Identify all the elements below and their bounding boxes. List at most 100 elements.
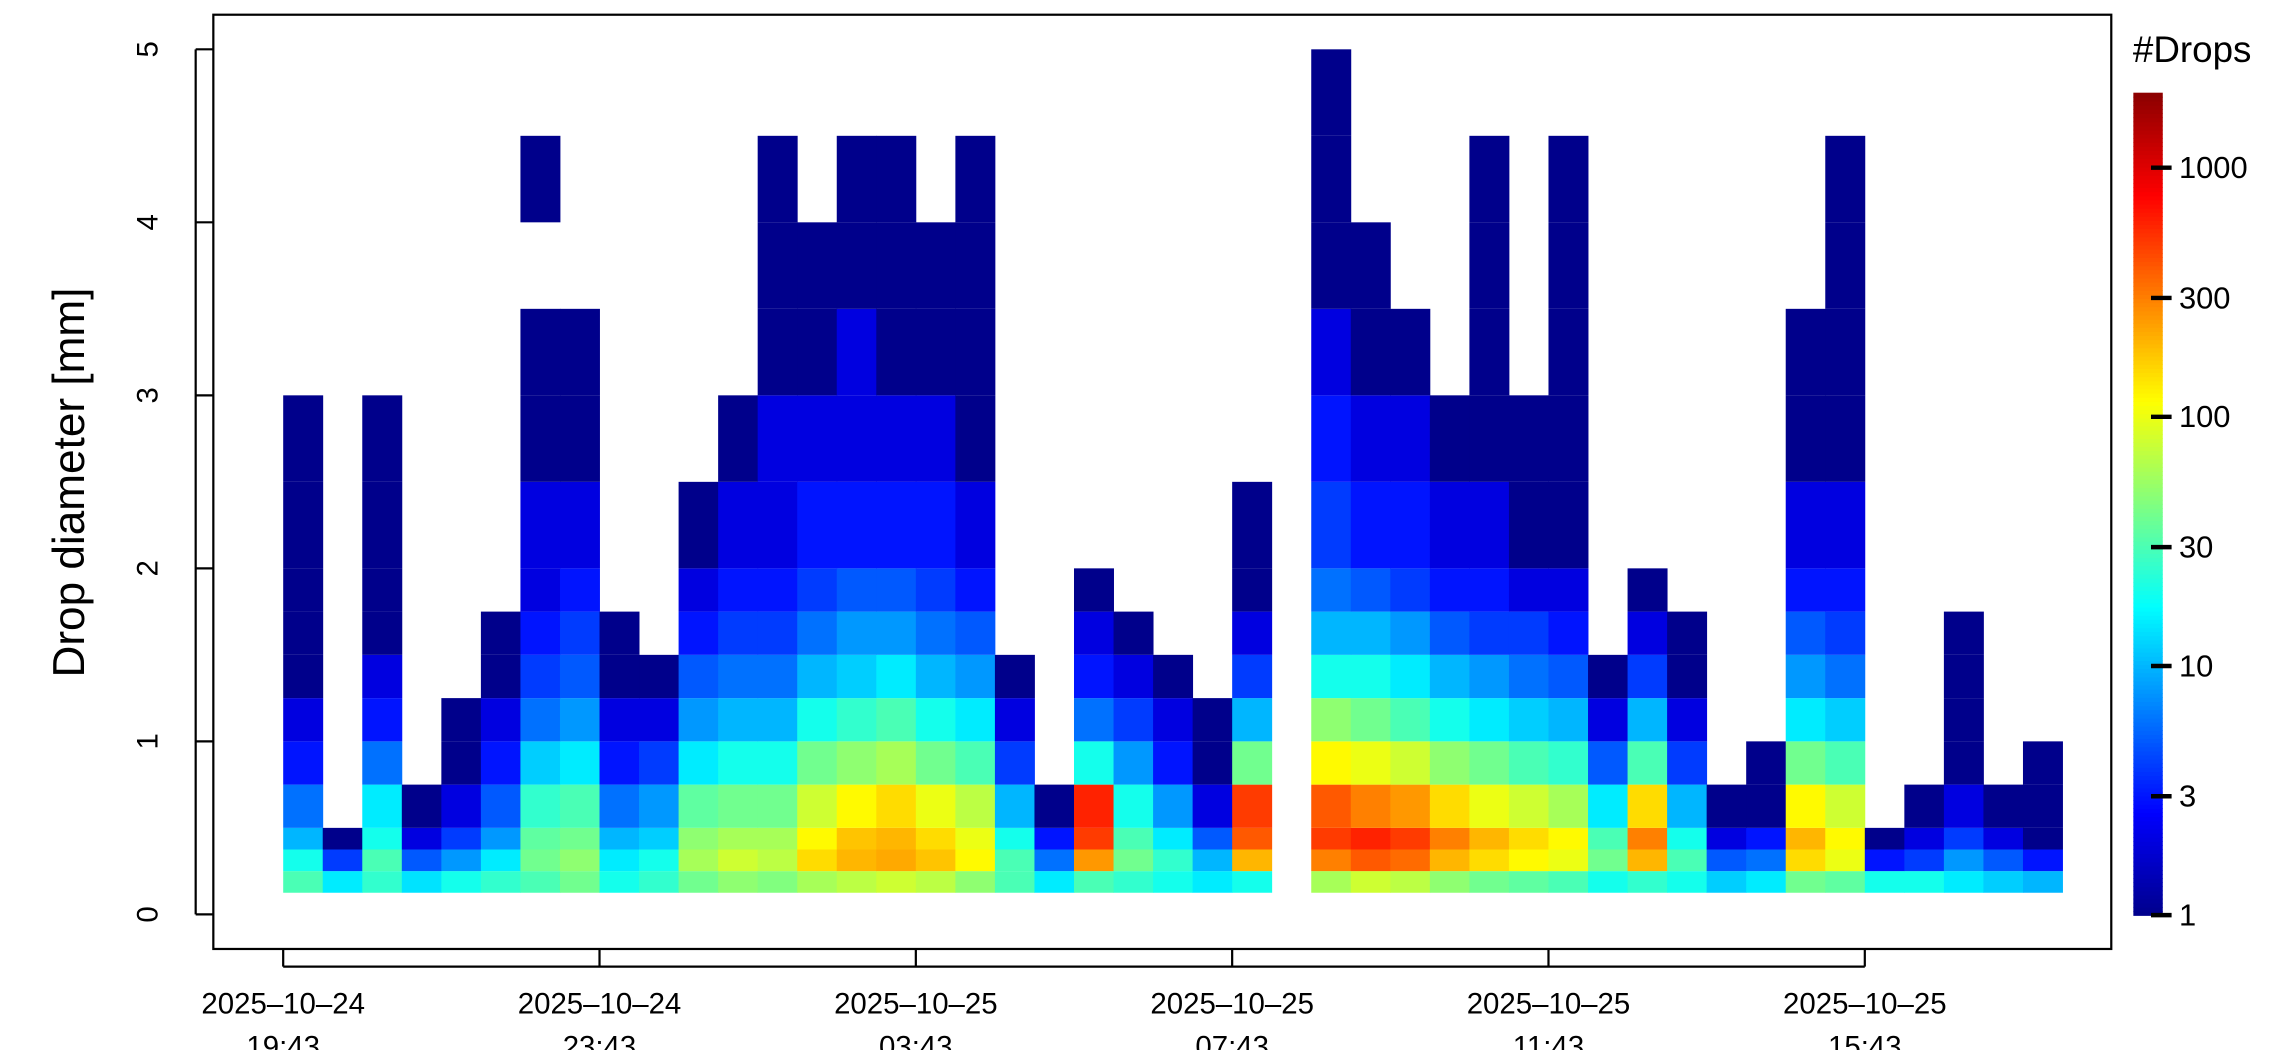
heatmap-cell	[1350, 698, 1391, 742]
heatmap-cell	[362, 741, 403, 785]
heatmap-cell	[1311, 784, 1352, 828]
heatmap-cell	[797, 827, 838, 850]
x-tick-label: 03:43	[879, 1030, 953, 1050]
heatmap-cell	[283, 481, 324, 569]
colorbar-segment	[2133, 742, 2163, 748]
heatmap-cell	[283, 827, 324, 850]
heatmap-cell	[559, 849, 600, 872]
heatmap-cell	[1113, 849, 1154, 872]
colorbar-segment	[2133, 557, 2163, 563]
colorbar-segment	[2133, 409, 2163, 415]
colorbar-segment	[2133, 475, 2163, 480]
heatmap-cell	[876, 135, 917, 223]
colorbar-segment	[2133, 861, 2163, 867]
colorbar-segment	[2133, 668, 2163, 674]
heatmap-cell	[1113, 698, 1154, 742]
heatmap-cell	[1311, 135, 1352, 223]
colorbar-title: #Drops	[2133, 29, 2252, 70]
heatmap-cell	[1785, 568, 1826, 612]
heatmap-cell	[876, 871, 917, 893]
heatmap-cell	[322, 827, 363, 850]
heatmap-cell	[915, 568, 956, 612]
heatmap-cell	[1943, 741, 1984, 785]
heatmap-cell	[283, 611, 324, 655]
colorbar-segment	[2133, 643, 2163, 649]
colorbar-segment	[2133, 911, 2163, 916]
heatmap-cell	[1746, 849, 1787, 872]
heatmap-cell	[876, 222, 917, 309]
heatmap-cell	[955, 308, 996, 396]
heatmap-cell	[1153, 871, 1194, 893]
heatmap-cell	[718, 698, 759, 742]
heatmap-cell	[1073, 568, 1114, 612]
heatmap-cell	[1746, 741, 1787, 785]
colorbar-segment	[2133, 717, 2163, 723]
colorbar-segment	[2133, 791, 2163, 797]
heatmap-cell	[1588, 784, 1629, 828]
colorbar-segment	[2133, 598, 2163, 604]
colorbar-segment	[2133, 540, 2163, 546]
colorbar-segment	[2133, 203, 2163, 209]
heatmap-cell	[1429, 698, 1470, 742]
heatmap-cell	[797, 395, 838, 482]
heatmap-cell	[1706, 871, 1747, 893]
heatmap-cell	[1667, 611, 1708, 655]
heatmap-cell	[836, 568, 877, 612]
heatmap-cell	[876, 481, 917, 569]
heatmap-cell	[520, 654, 561, 699]
colorbar-segment	[2133, 355, 2163, 361]
heatmap-cell	[1113, 827, 1154, 850]
heatmap-cell	[1192, 698, 1233, 742]
heatmap-cell	[480, 827, 521, 850]
heatmap-cell	[362, 611, 403, 655]
heatmap-cell	[480, 611, 521, 655]
heatmap-cell	[1073, 784, 1114, 828]
heatmap-cell	[757, 654, 798, 699]
heatmap-cell	[1627, 568, 1668, 612]
heatmap-cell	[1153, 741, 1194, 785]
heatmap-cell	[1469, 784, 1510, 828]
colorbar-segment	[2133, 837, 2163, 842]
heatmap-cell	[1548, 654, 1589, 699]
heatmap-cell	[994, 784, 1035, 828]
heatmap-cell	[757, 741, 798, 785]
heatmap-cell	[1548, 741, 1589, 785]
heatmap-cell	[599, 741, 640, 785]
heatmap-cell	[1390, 611, 1431, 655]
colorbar-segment	[2133, 421, 2163, 427]
heatmap-cell	[1390, 481, 1431, 569]
heatmap-cell	[1311, 308, 1352, 396]
colorbar-segment	[2133, 771, 2163, 777]
x-tick-label: 15:43	[1828, 1030, 1902, 1050]
heatmap-cell	[1943, 849, 1984, 872]
heatmap-cell	[836, 481, 877, 569]
heatmap-cell	[1627, 611, 1668, 655]
heatmap-cell	[559, 741, 600, 785]
heatmap-cell	[1825, 611, 1866, 655]
heatmap-cell	[836, 784, 877, 828]
heatmap-cell	[1904, 784, 1945, 828]
colorbar-segment	[2133, 384, 2163, 390]
colorbar-tick-label: 100	[2179, 399, 2231, 434]
heatmap-cell	[915, 395, 956, 482]
heatmap-cell	[559, 568, 600, 612]
heatmap-cell	[915, 698, 956, 742]
heatmap-cell	[559, 654, 600, 699]
heatmap-cell	[836, 308, 877, 396]
heatmap-cell	[322, 849, 363, 872]
heatmap-cell	[599, 654, 640, 699]
heatmap-cell	[876, 395, 917, 482]
heatmap-cell	[1390, 849, 1431, 872]
colorbar-segment	[2133, 516, 2163, 522]
heatmap-cell	[718, 395, 759, 482]
heatmap-cell	[559, 784, 600, 828]
colorbar-segment	[2133, 902, 2163, 908]
heatmap-cell	[1469, 741, 1510, 785]
heatmap-cell	[876, 849, 917, 872]
heatmap-cell	[1983, 784, 2024, 828]
colorbar-segment	[2133, 693, 2163, 698]
heatmap-cell	[1232, 849, 1273, 872]
y-tick-label: 1	[131, 733, 164, 749]
colorbar-segment	[2133, 236, 2163, 242]
heatmap-cell	[480, 741, 521, 785]
